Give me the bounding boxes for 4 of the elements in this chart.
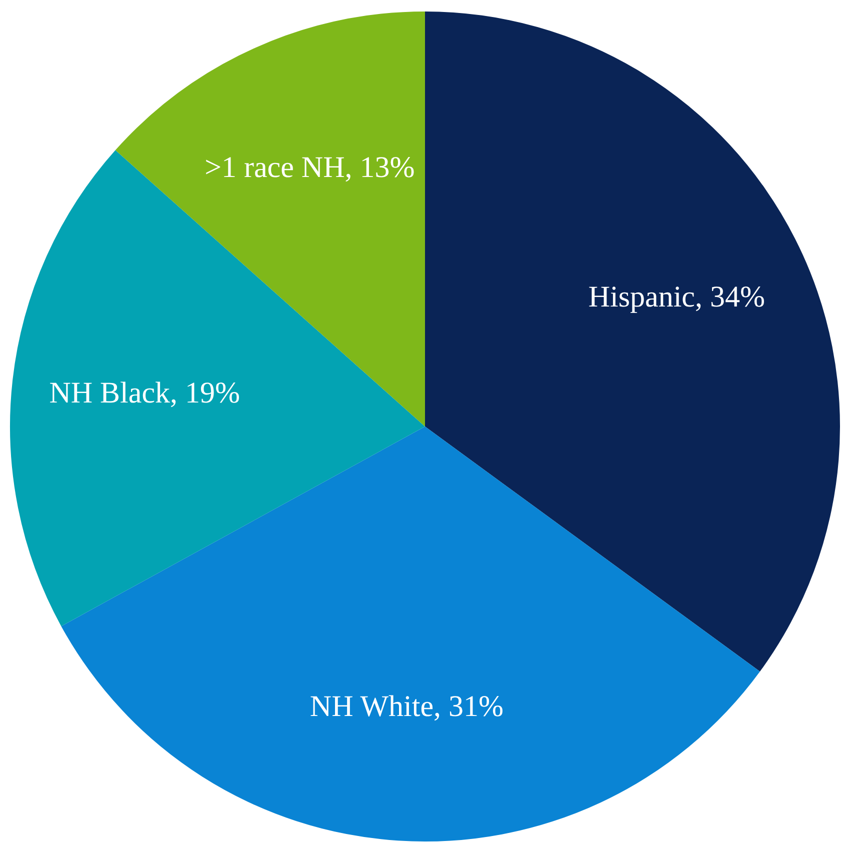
slice-label: NH White, 31% — [310, 690, 504, 723]
slice-label: >1 race NH, 13% — [204, 150, 415, 184]
slice-label: NH Black, 19% — [49, 376, 240, 410]
slice-label: Hispanic, 34% — [588, 280, 765, 314]
